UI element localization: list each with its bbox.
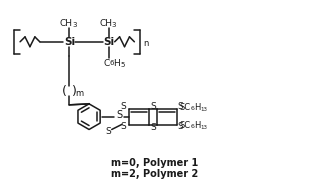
Text: S: S [121, 122, 126, 131]
Text: S: S [150, 102, 156, 111]
Text: SC: SC [179, 121, 190, 130]
Text: C: C [104, 59, 110, 68]
Text: m=0, Polymer 1: m=0, Polymer 1 [111, 158, 199, 168]
Text: m=2, Polymer 2: m=2, Polymer 2 [111, 169, 199, 179]
Text: 6: 6 [191, 124, 195, 129]
Text: S: S [150, 123, 156, 132]
Text: 6: 6 [109, 60, 114, 67]
Text: S: S [121, 102, 126, 111]
Text: 13: 13 [200, 125, 207, 130]
Text: 3: 3 [111, 22, 116, 28]
Text: S: S [116, 110, 123, 120]
Text: CH: CH [99, 19, 112, 28]
Text: 13: 13 [200, 107, 207, 112]
Text: H: H [194, 121, 201, 130]
Text: H: H [194, 103, 201, 112]
Text: S: S [105, 127, 111, 136]
Text: Si: Si [103, 37, 114, 47]
Text: SC: SC [179, 103, 190, 112]
Text: Si: Si [64, 37, 75, 47]
Text: 3: 3 [72, 22, 76, 28]
Text: S: S [178, 122, 184, 131]
Text: CH: CH [60, 19, 73, 28]
Text: 5: 5 [120, 62, 125, 68]
Text: ): ) [72, 84, 77, 98]
Text: (: ( [62, 84, 67, 98]
Text: H: H [113, 59, 120, 68]
Text: 6: 6 [191, 106, 195, 111]
Text: n: n [143, 39, 149, 48]
Text: m: m [75, 88, 83, 98]
Text: S: S [178, 102, 184, 111]
